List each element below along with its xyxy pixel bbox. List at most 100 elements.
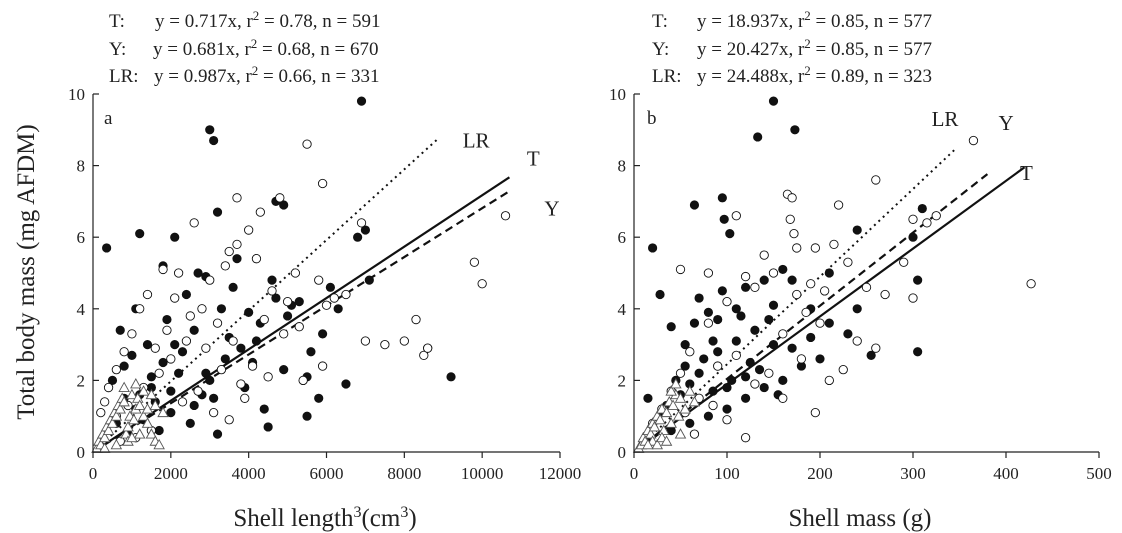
data-point-t: [740, 282, 751, 292]
data-point-t: [220, 354, 230, 364]
data-point-y: [181, 336, 192, 346]
data-point-t: [725, 229, 735, 239]
data-point-y: [931, 211, 941, 221]
data-point-t: [740, 372, 751, 382]
data-point-y: [750, 282, 760, 292]
fit-line-label-lr: LR: [463, 129, 490, 153]
data-point-y: [852, 336, 862, 346]
data-point-lr: [644, 428, 657, 439]
data-point-t: [824, 318, 834, 328]
data-point-lr: [118, 381, 130, 393]
data-point-t: [719, 214, 729, 224]
data-point-t: [166, 386, 176, 396]
data-point-lr: [674, 392, 687, 403]
data-point-t: [643, 393, 653, 403]
data-point-y: [321, 300, 332, 310]
data-point-t: [263, 422, 273, 432]
data-point-y: [419, 350, 429, 360]
data-point-y: [193, 386, 203, 396]
data-point-y: [259, 314, 269, 325]
data-point-lr: [120, 428, 132, 439]
data-point-t: [655, 289, 665, 300]
data-point-y: [838, 365, 848, 375]
data-point-t: [193, 268, 203, 278]
panel-a: T: y = 0.717x, r2 = 0.78, n = 591 Y: y = 0…: [68, 8, 581, 532]
data-point-t: [768, 300, 779, 310]
data-point-y: [1026, 279, 1036, 289]
data-point-y: [708, 400, 718, 411]
data-point-y: [785, 214, 795, 224]
y-tick-label: 10: [68, 85, 85, 104]
data-point-lr: [110, 410, 123, 421]
data-point-t: [282, 311, 293, 321]
data-point-t: [680, 339, 690, 350]
data-point-lr: [145, 388, 158, 400]
data-point-t: [750, 325, 760, 335]
data-point-y: [244, 225, 254, 235]
data-point-lr: [126, 431, 138, 443]
data-point-y: [228, 336, 238, 346]
data-point-t: [107, 375, 118, 385]
fit-line-t: [92, 176, 511, 453]
data-point-y: [119, 347, 129, 357]
x-tick-label: 200: [807, 464, 833, 483]
data-point-t: [713, 347, 723, 357]
equation-t-b: T: y = 18.937x, r2 = 0.85, n = 577: [652, 8, 932, 32]
data-point-y: [317, 361, 328, 371]
data-point-t: [852, 225, 862, 235]
data-point-y: [778, 329, 788, 339]
data-point-y: [843, 257, 853, 267]
data-point-t: [209, 393, 219, 403]
data-point-y: [399, 336, 409, 346]
data-point-lr: [660, 406, 673, 418]
data-point-lr: [114, 403, 127, 414]
x-tick-label: 8000: [387, 464, 421, 483]
data-point-lr: [130, 378, 142, 389]
x-tick-label: 0: [630, 464, 639, 483]
data-point-y: [360, 336, 371, 346]
data-point-t: [703, 411, 714, 421]
data-point-lr: [665, 385, 677, 396]
data-point-y: [880, 289, 890, 300]
x-tick-label: 6000: [310, 464, 344, 483]
data-point-t: [325, 282, 335, 292]
data-point-y: [329, 293, 339, 303]
y-tick-label: 8: [618, 157, 627, 176]
data-point-lr: [679, 403, 691, 414]
data-point-t: [852, 304, 862, 314]
data-point-t: [318, 329, 328, 339]
data-point-y: [689, 429, 700, 439]
data-point-y: [722, 296, 732, 307]
data-point-t: [694, 293, 704, 303]
data-point-t: [170, 232, 180, 242]
data-point-t: [364, 275, 374, 285]
data-point-t: [722, 404, 732, 414]
data-point-y: [713, 361, 723, 371]
data-point-t: [279, 365, 289, 375]
data-point-y: [100, 397, 110, 407]
data-point-y: [197, 304, 207, 314]
data-point-y: [675, 368, 686, 378]
data-point-y: [341, 289, 351, 300]
data-point-y: [135, 304, 145, 314]
data-point-y: [829, 239, 839, 250]
data-point-t: [251, 336, 262, 346]
x-tick-label: 400: [993, 464, 1019, 483]
data-point-lr: [672, 410, 685, 421]
data-point-lr: [153, 438, 165, 450]
data-point-t: [244, 307, 254, 317]
data-point-t: [647, 243, 658, 253]
data-point-t: [722, 382, 732, 393]
data-point-y: [750, 379, 760, 389]
data-point-lr: [126, 388, 138, 400]
data-point-t: [127, 350, 137, 360]
data-point-y: [290, 268, 301, 278]
data-point-y: [703, 318, 714, 328]
data-point-y: [205, 275, 215, 285]
data-point-lr: [145, 428, 158, 439]
equation-t-a: T: y = 0.717x, r2 = 0.78, n = 591: [109, 8, 380, 32]
data-point-y: [127, 329, 137, 339]
data-point-lr: [688, 395, 701, 407]
data-point-t: [680, 361, 690, 371]
data-point-lr: [110, 438, 123, 450]
